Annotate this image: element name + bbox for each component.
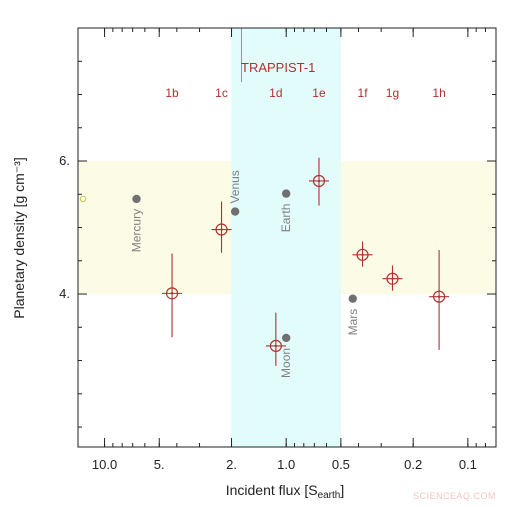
planet-label: 1c	[215, 86, 228, 100]
planet-point	[165, 287, 179, 300]
planet-point	[215, 223, 228, 236]
x-tick-label: 0.1	[459, 457, 477, 472]
planet-point-center	[317, 179, 321, 183]
planet-point	[386, 272, 399, 285]
x-axis-label-sub: earth	[318, 490, 341, 501]
planet-point	[432, 290, 446, 303]
y-axis-label: Planetary density [g cm⁻³]	[11, 157, 27, 318]
planet-label: 1f	[358, 86, 369, 100]
planet-label: 1b	[165, 86, 179, 100]
x-tick-label: 1.0	[277, 457, 295, 472]
planet-point-center	[170, 292, 174, 295]
planet-point-center	[391, 277, 394, 280]
trappist-planets-layer: 1b 1c 1d 1e 1f 1g 1h	[162, 86, 450, 366]
x-axis-label-main: Incident flux [S	[226, 482, 318, 498]
planet-label: 1e	[312, 86, 326, 100]
solar-label: Mercury	[129, 209, 143, 252]
solar-point	[348, 294, 357, 303]
annotation-label: TRAPPIST-1	[241, 60, 315, 75]
planet-point-center	[220, 228, 223, 231]
planet-point	[312, 174, 326, 188]
x-axis-label-end: ]	[340, 482, 344, 498]
solar-point	[230, 207, 240, 216]
planet-point-center	[274, 344, 278, 348]
planet-label: 1g	[386, 86, 399, 100]
plot-frame	[77, 27, 497, 448]
solar-label: Venus	[228, 170, 242, 203]
solar-label: Earth	[279, 204, 293, 233]
solar-label: Mars	[346, 309, 360, 336]
x-tick-label: 10.0	[92, 457, 117, 472]
planet-label: 1d	[269, 86, 282, 100]
planet-point	[356, 248, 369, 261]
x-tick-label: 2.	[226, 457, 237, 472]
planet-label: 1h	[432, 86, 445, 100]
x-axis-label: Incident flux [Searth]	[226, 482, 345, 501]
solar-point	[282, 189, 291, 198]
ticks-layer: 10.0 5. 2. 1.0 0.5 0.2 0.1 4. 6.	[59, 28, 496, 472]
bands-layer	[78, 28, 496, 447]
solar-point	[132, 194, 141, 204]
x-tick-label: 5.	[154, 457, 165, 472]
planet-point-center	[361, 253, 364, 256]
x-tick-label: 0.2	[404, 457, 422, 472]
edge-marker	[79, 195, 87, 203]
planet-point	[269, 339, 282, 353]
watermark: SCIENCEAQ.COM	[413, 491, 496, 501]
flux-band	[231, 28, 341, 447]
solar-system-layer: Mercury Venus Earth Moon Mars	[79, 170, 360, 378]
y-tick-label: 6.	[59, 153, 70, 168]
solar-label: Moon	[279, 348, 293, 378]
y-tick-label: 4.	[59, 286, 70, 301]
x-tick-label: 0.5	[332, 457, 350, 472]
solar-point	[282, 333, 291, 343]
planet-point-center	[437, 295, 441, 298]
